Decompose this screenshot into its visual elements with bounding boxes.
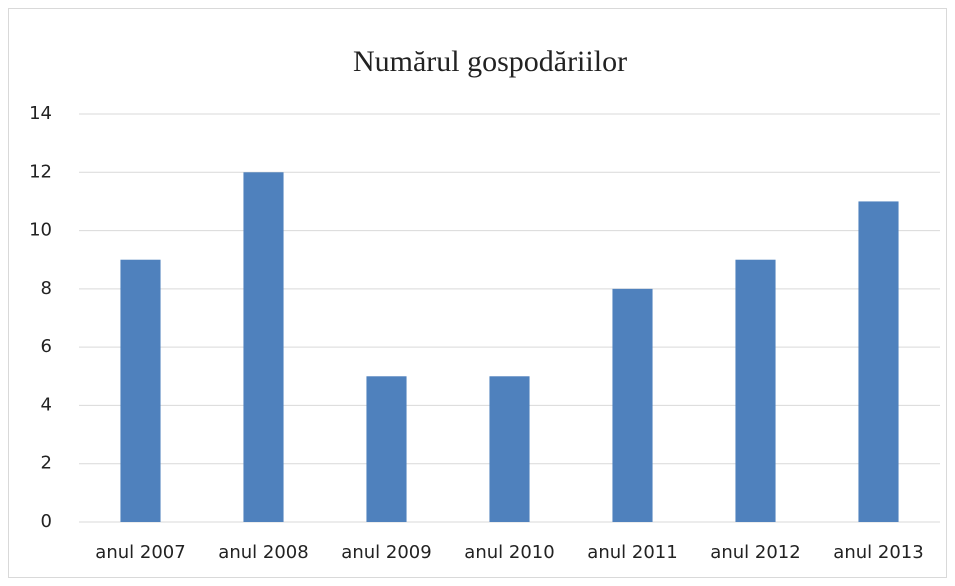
bar <box>366 376 407 522</box>
x-tick-label: anul 2009 <box>341 542 431 563</box>
bar <box>120 259 161 522</box>
bar <box>489 376 530 522</box>
bar <box>858 201 899 522</box>
x-tick-label: anul 2007 <box>95 542 185 563</box>
y-tick-label: 2 <box>41 453 52 474</box>
bar <box>243 172 284 523</box>
y-tick-label: 4 <box>41 394 52 415</box>
x-tick-label: anul 2010 <box>464 542 554 563</box>
y-tick-label: 0 <box>41 511 52 532</box>
chart-title: Numărul gospodăriilor <box>353 45 627 78</box>
x-tick-label: anul 2008 <box>218 542 308 563</box>
y-tick-label: 10 <box>29 220 52 241</box>
bar <box>612 288 653 522</box>
bar <box>735 259 776 522</box>
chart-border <box>8 8 947 578</box>
y-tick-label: 12 <box>29 161 52 182</box>
x-tick-label: anul 2012 <box>710 542 800 563</box>
x-tick-label: anul 2013 <box>833 542 923 563</box>
y-tick-label: 6 <box>41 336 52 357</box>
x-tick-label: anul 2011 <box>587 542 677 563</box>
y-tick-label: 8 <box>41 278 52 299</box>
y-tick-label: 14 <box>29 103 52 124</box>
